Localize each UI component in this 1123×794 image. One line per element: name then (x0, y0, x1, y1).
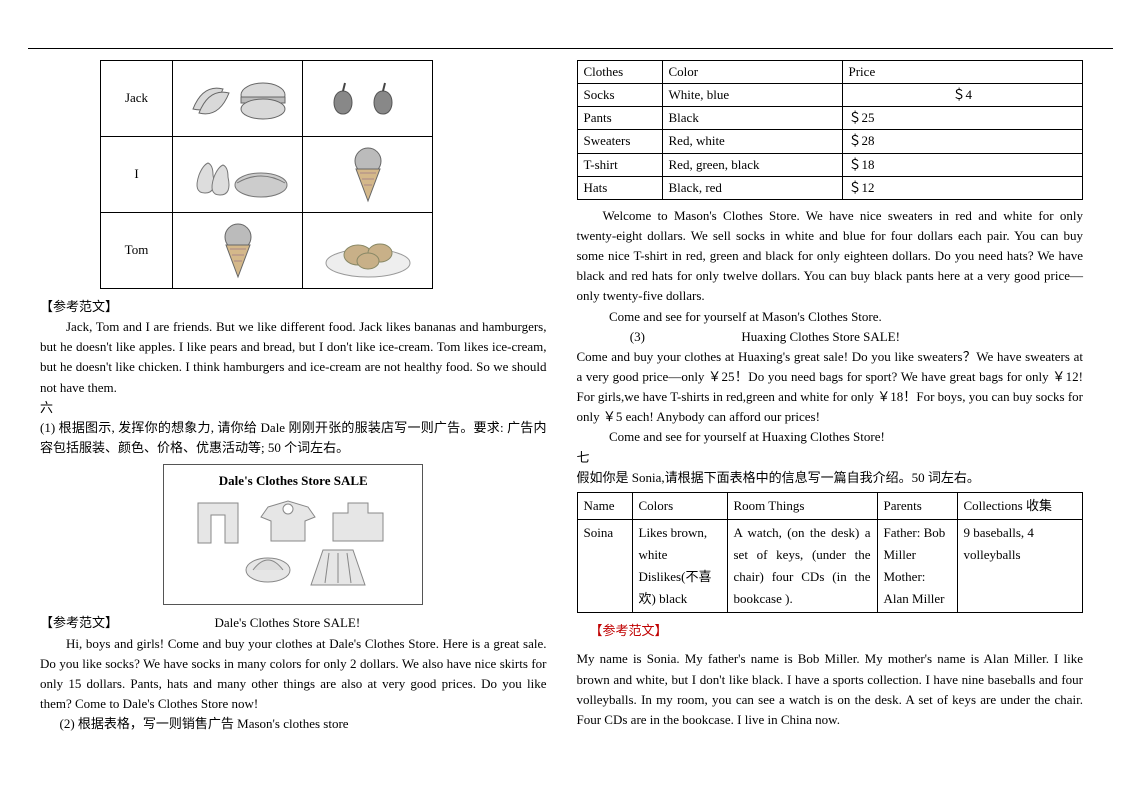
th-clothes: Clothes (577, 61, 662, 84)
food-cell-bananas-burger (173, 61, 303, 137)
table-row: Tom (101, 213, 433, 289)
cell: Hats (577, 176, 662, 199)
task-3-num: (3) (630, 329, 645, 344)
cell: Socks (577, 84, 662, 107)
left-column: Jack (40, 60, 547, 734)
cell: 9 baseballs, 4 volleyballs (957, 519, 1083, 612)
th-price: Price (842, 61, 1083, 84)
cell: Likes brown, white Dislikes(不喜欢) black (632, 519, 727, 612)
table-row: I (101, 137, 433, 213)
table-row: Soina Likes brown, white Dislikes(不喜欢) b… (577, 519, 1083, 612)
table-row: Hats Black, red ＄12 (577, 176, 1083, 199)
sample-paragraph-1: Jack, Tom and I are friends. But we like… (40, 317, 547, 398)
table-row: Jack (101, 61, 433, 137)
mason-paragraph-1: Welcome to Mason's Clothes Store. We hav… (577, 206, 1084, 307)
th: Colors (632, 492, 727, 519)
task-3-title: Huaxing Clothes Store SALE! (741, 329, 900, 344)
ice-cream-icon (208, 219, 268, 283)
cell: ＄28 (842, 130, 1083, 153)
reference-label-2: 【参考范文】 Dale's Clothes Store SALE! (40, 613, 547, 633)
sonia-task: 假如你是 Sonia,请根据下面表格中的信息写一篇自我介绍。50 词左右。 (577, 468, 1084, 488)
dale-store-illustration: Dale's Clothes Store SALE (163, 464, 423, 605)
table-row: Sweaters Red, white ＄28 (577, 130, 1083, 153)
th: Parents (877, 492, 957, 519)
cell: Soina (577, 519, 632, 612)
cell: A watch, (on the desk) a set of keys, (u… (727, 519, 877, 612)
row-name: Tom (101, 213, 173, 289)
food-table: Jack (100, 60, 433, 289)
table-row: Socks White, blue ＄4 (577, 84, 1083, 107)
row-name: Jack (101, 61, 173, 137)
food-cell-chicken (303, 213, 433, 289)
food-cell-apples (303, 61, 433, 137)
top-rule (28, 48, 1113, 49)
th: Collections 收集 (957, 492, 1083, 519)
section-six: 六 (40, 398, 547, 418)
th: Room Things (727, 492, 877, 519)
clothes-icons (183, 495, 403, 590)
ref-label-text: 【参考范文】 (40, 615, 118, 630)
cell: ＄18 (842, 153, 1083, 176)
huaxing-paragraph-2: Come and see for yourself at Huaxing Clo… (577, 427, 1084, 447)
cell: Father: Bob Miller Mother: Alan Miller (877, 519, 957, 612)
task-2: (2) 根据表格，写一则销售广告 Mason's clothes store (40, 714, 547, 734)
cell: ＄12 (842, 176, 1083, 199)
bananas-hamburger-icon (183, 69, 293, 129)
cell: ＄25 (842, 107, 1083, 130)
cell: ＄4 (842, 84, 1083, 107)
ice-cream-icon (338, 143, 398, 207)
table-row: Name Colors Room Things Parents Collecti… (577, 492, 1083, 519)
right-column: Clothes Color Price Socks White, blue ＄4… (577, 60, 1084, 734)
reference-label: 【参考范文】 (40, 297, 547, 317)
reference-label-3: 【参考范文】 (577, 621, 1084, 641)
apples-icon (313, 69, 423, 129)
task-3-line: (3) Huaxing Clothes Store SALE! (577, 327, 1084, 347)
mason-paragraph-2: Come and see for yourself at Mason's Clo… (577, 307, 1084, 327)
price-table: Clothes Color Price Socks White, blue ＄4… (577, 60, 1084, 200)
pears-bread-icon (183, 145, 293, 205)
two-column-layout: Jack (40, 60, 1083, 734)
cell: Red, white (662, 130, 842, 153)
sonia-table: Name Colors Room Things Parents Collecti… (577, 492, 1084, 613)
cell: Red, green, black (662, 153, 842, 176)
cell: Sweaters (577, 130, 662, 153)
row-name: I (101, 137, 173, 213)
table-row: Pants Black ＄25 (577, 107, 1083, 130)
sample-paragraph-2: Hi, boys and girls! Come and buy your cl… (40, 634, 547, 715)
table-row: T-shirt Red, green, black ＄18 (577, 153, 1083, 176)
dale-box-title: Dale's Clothes Store SALE (172, 471, 414, 491)
th-color: Color (662, 61, 842, 84)
huaxing-paragraph-1: Come and buy your clothes at Huaxing's g… (577, 347, 1084, 428)
task-1: (1) 根据图示, 发挥你的想象力, 请你给 Dale 刚刚开张的服装店写一则广… (40, 418, 547, 458)
food-cell-pears-bread (173, 137, 303, 213)
cell: Black, red (662, 176, 842, 199)
cell: T-shirt (577, 153, 662, 176)
cell: Black (662, 107, 842, 130)
sonia-paragraph: My name is Sonia. My father's name is Bo… (577, 649, 1084, 730)
food-cell-icecream2 (173, 213, 303, 289)
cell: White, blue (662, 84, 842, 107)
table-row: Clothes Color Price (577, 61, 1083, 84)
th: Name (577, 492, 632, 519)
dale-heading: Dale's Clothes Store SALE! (215, 615, 361, 630)
section-seven: 七 (577, 448, 1084, 468)
cell: Pants (577, 107, 662, 130)
food-cell-icecream (303, 137, 433, 213)
chicken-plate-icon (318, 221, 418, 281)
